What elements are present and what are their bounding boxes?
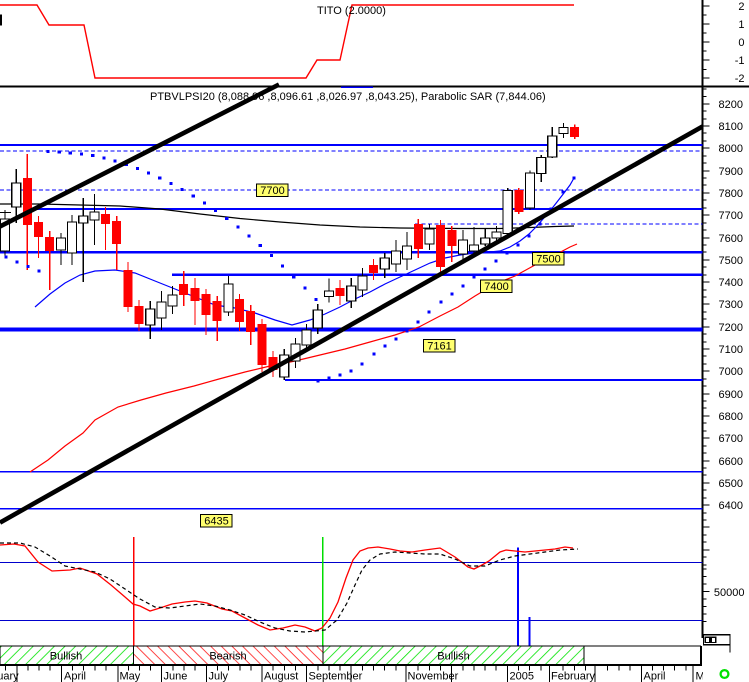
svg-text:May: May [120,671,141,682]
svg-text:6700: 6700 [719,433,743,445]
svg-text:8000: 8000 [719,143,743,155]
svg-text:7500: 7500 [719,255,743,267]
svg-text:50000: 50000 [714,587,745,599]
svg-text:7700: 7700 [260,185,284,197]
svg-text:8200: 8200 [719,99,743,111]
svg-text:September: September [309,671,363,682]
svg-text:TITO (2.0000): TITO (2.0000) [317,5,386,17]
svg-text:May: May [696,671,717,682]
svg-text:2: 2 [738,1,744,13]
svg-text:2005: 2005 [510,671,534,682]
svg-text:PTBVLPSI20 (8,088.96 ,8,096.61: PTBVLPSI20 (8,088.96 ,8,096.61 ,8,026.97… [150,91,546,103]
svg-text:6800: 6800 [719,411,743,423]
svg-text:6400: 6400 [719,500,743,512]
svg-text:7900: 7900 [719,166,743,178]
svg-text:June: June [164,671,188,682]
svg-text:7600: 7600 [719,233,743,245]
svg-text:7000: 7000 [719,366,743,378]
svg-text:April: April [64,671,86,682]
svg-text:-2: -2 [735,73,745,85]
svg-text:7400: 7400 [719,277,743,289]
svg-text:-1: -1 [735,55,745,67]
svg-text:1: 1 [738,19,744,31]
svg-text:7200: 7200 [719,322,743,334]
svg-text:6500: 6500 [719,478,743,490]
svg-text:6600: 6600 [719,456,743,468]
svg-text:7300: 7300 [719,299,743,311]
svg-text:Bearish: Bearish [209,651,246,663]
svg-text:January: January [0,671,19,682]
svg-text:7500: 7500 [536,254,560,266]
svg-text:Bullish: Bullish [50,651,82,663]
svg-text:7700: 7700 [719,210,743,222]
svg-text:7100: 7100 [719,344,743,356]
svg-text:April: April [644,671,666,682]
svg-text:7800: 7800 [719,188,743,200]
svg-text:8100: 8100 [719,121,743,133]
svg-text:6435: 6435 [204,516,228,528]
svg-text:August: August [264,671,298,682]
svg-text:Bullish: Bullish [437,651,469,663]
svg-text:6900: 6900 [719,389,743,401]
svg-text:0: 0 [738,37,744,49]
svg-text:July: July [209,671,229,682]
svg-text:November: November [408,671,459,682]
svg-text:7400: 7400 [484,281,508,293]
svg-text:February: February [551,671,596,682]
svg-text:7161: 7161 [427,341,451,353]
